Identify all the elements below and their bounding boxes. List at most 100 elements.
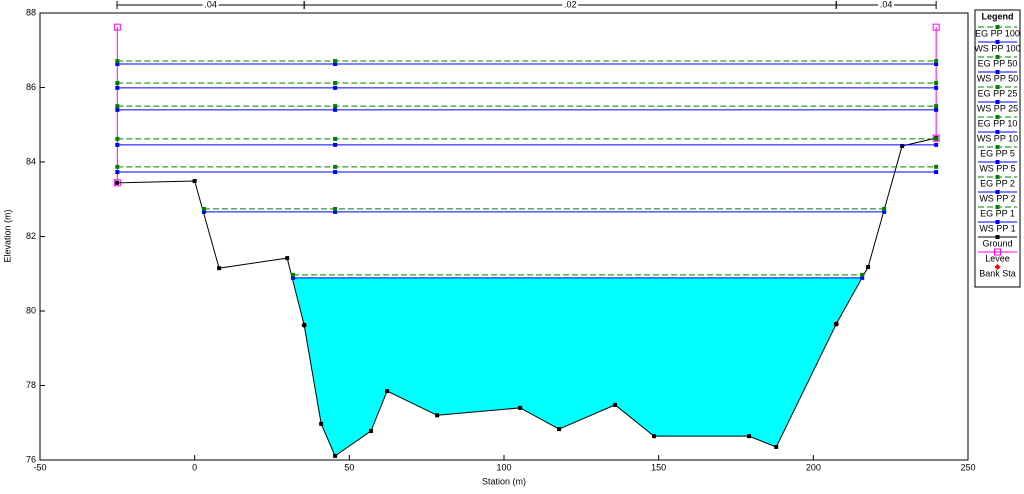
series-marker (934, 85, 939, 90)
legend-label: EG PP 100 (975, 28, 1020, 38)
y-tick-label: 78 (26, 380, 36, 390)
series-marker (934, 136, 939, 141)
series-marker (115, 104, 120, 109)
legend-label: WS PP 10 (977, 133, 1018, 143)
roughness-label-bg (878, 0, 895, 10)
legend-label: WS PP 25 (977, 103, 1018, 113)
series-marker (217, 266, 222, 271)
series-marker (333, 85, 338, 90)
series-marker (613, 402, 618, 407)
series-marker (934, 142, 939, 147)
y-tick-label: 86 (26, 82, 36, 92)
y-axis-label: Elevation (m) (2, 209, 12, 262)
legend-label: WS PP 5 (979, 163, 1015, 173)
series-line (116, 27, 937, 183)
legend-marker (995, 205, 1000, 209)
x-tick-label: 100 (496, 462, 511, 472)
legend-label: Ground (982, 238, 1012, 248)
legend-label: EG PP 50 (978, 58, 1018, 68)
series-marker (934, 81, 939, 86)
series-marker (557, 427, 562, 432)
series-marker (115, 142, 120, 147)
y-tick-label: 76 (26, 454, 36, 464)
series-marker (201, 209, 206, 214)
series-marker (115, 85, 120, 90)
roughness-label-bg (562, 0, 579, 10)
series-marker (435, 413, 440, 418)
legend-label: EG PP 1 (980, 208, 1015, 218)
series-marker (201, 206, 206, 211)
legend-marker (995, 25, 1000, 29)
series-marker (333, 107, 338, 112)
water-fill (293, 277, 863, 456)
series-marker (333, 62, 338, 67)
y-tick-label: 84 (26, 156, 36, 166)
legend-marker (995, 175, 1000, 179)
series-marker (333, 142, 338, 147)
series-marker (333, 81, 338, 86)
series-marker (934, 170, 939, 175)
legend-label: WS PP 2 (979, 193, 1015, 203)
series-marker (113, 23, 121, 31)
legend-marker (994, 248, 1001, 256)
x-tick-label: 200 (806, 462, 821, 472)
x-tick-label: 50 (344, 462, 354, 472)
series-marker (333, 104, 338, 109)
series-marker (319, 421, 324, 426)
legend-label: EG PP 5 (980, 148, 1015, 158)
legend-label: Levee (985, 253, 1010, 263)
legend-title: Legend (981, 11, 1013, 21)
y-tick-label: 80 (26, 305, 36, 315)
series-marker (115, 81, 120, 86)
series-marker (333, 206, 338, 211)
roughness-label: .02 (564, 0, 577, 9)
legend-label: WS PP 1 (979, 223, 1015, 233)
legend-label: EG PP 10 (978, 118, 1018, 128)
legend-marker (995, 160, 1000, 164)
series-marker (934, 62, 939, 67)
legend-marker (994, 264, 1001, 270)
x-tick-label: -50 (33, 462, 46, 472)
series-marker (302, 323, 307, 328)
series-marker (115, 59, 120, 64)
series-marker (834, 322, 839, 327)
series-marker (115, 164, 120, 169)
series-marker (518, 405, 523, 410)
roughness-label: .04 (204, 0, 217, 9)
series-marker (900, 143, 905, 148)
series-marker (932, 23, 940, 31)
series-marker (368, 428, 373, 433)
series-marker (934, 164, 939, 169)
roughness-label-bg (202, 0, 219, 10)
series-marker (882, 209, 887, 214)
series-marker (333, 136, 338, 141)
series-marker (285, 256, 290, 261)
series-marker (333, 164, 338, 169)
legend-marker (995, 130, 1000, 134)
series-marker (934, 107, 939, 112)
x-axis-label: Station (m) (482, 476, 526, 486)
legend-marker (995, 85, 1000, 89)
series-marker (385, 389, 390, 394)
x-tick-label: 150 (651, 462, 666, 472)
legend-marker (995, 55, 1000, 59)
legend-label: EG PP 25 (978, 88, 1018, 98)
legend-marker (995, 190, 1000, 194)
series-marker (333, 170, 338, 175)
series-marker (934, 104, 939, 109)
legend-label: WS PP 100 (974, 43, 1020, 53)
legend-marker (995, 40, 1000, 44)
series-marker (333, 209, 338, 214)
legend-marker (995, 100, 1000, 104)
series-line (117, 137, 937, 457)
legend-label: EG PP 2 (980, 178, 1015, 188)
legend-label: Bank Sta (979, 268, 1016, 278)
legend-marker (995, 235, 1000, 239)
legend-marker (995, 220, 1000, 224)
legend-marker (995, 145, 1000, 149)
series-marker (333, 59, 338, 64)
legend-label: WS PP 50 (977, 73, 1018, 83)
series-marker (192, 178, 197, 183)
